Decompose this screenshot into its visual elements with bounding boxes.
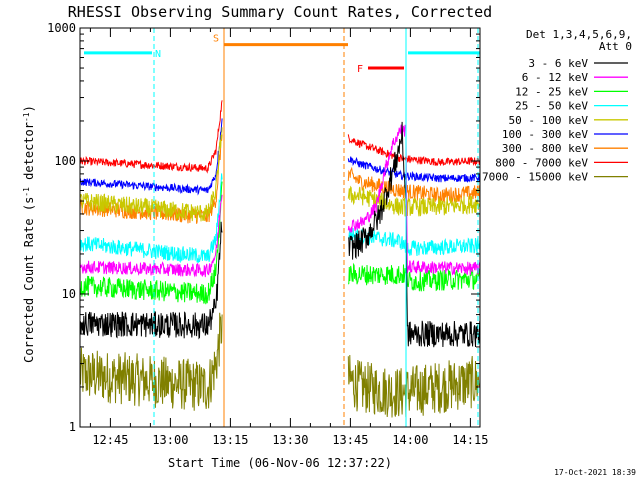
annotation-label-s: S [213,34,219,45]
annotation-label-n: N [155,49,161,60]
x-tick-label: 13:15 [212,433,248,447]
series-line-12-25-kev [80,181,480,305]
legend-label: 6 - 12 keV [522,71,589,84]
y-tick-label: 1 [69,420,76,434]
series-line-800-7000-kev [80,100,480,174]
x-axis-label: Start Time (06-Nov-06 12:37:22) [168,456,392,470]
x-tick-label: 13:00 [152,433,188,447]
legend-header-1: Det 1,3,4,5,6,9, [526,28,632,41]
legend-header-2: Att 0 [599,40,632,53]
x-tick-label: 13:30 [272,433,308,447]
plot-area: N S F 12:45 13:00 13:15 13:30 13:45 14:00 14:15 1 1… [47,21,488,447]
y-tick-label: 10 [62,287,76,301]
legend-label: 12 - 25 keV [515,85,588,98]
legend-label: 3 - 6 keV [528,57,588,70]
axis-frame [79,27,481,428]
legend-label: 800 - 7000 keV [495,156,588,169]
legend-label: 50 - 100 keV [509,114,589,127]
footer-date: 17-Oct-2021 18:39 [554,468,636,477]
y-tick-label: 100 [54,154,76,168]
y-tick-label: 1000 [47,21,76,35]
legend-label: 25 - 50 keV [515,100,588,113]
series-line-100-300-kev [80,118,480,196]
legend-label: 300 - 800 keV [502,142,588,155]
legend-label: 7000 - 15000 keV [482,171,588,184]
x-tick-label: 14:15 [452,433,488,447]
series-line-50-100-kev [80,127,480,222]
series-line-6-12-kev [80,124,480,278]
series-line-3-6-kev [80,121,480,348]
x-tick-label: 13:45 [332,433,368,447]
series-line-7000-15000-kev [80,312,480,418]
y-axis-label: Corrected Count Rate (s-1 detector-1) [22,105,37,363]
chart-title: RHESSI Observing Summary Count Rates, Co… [68,3,492,21]
legend-label: 100 - 300 keV [502,128,588,141]
x-tick-label: 12:45 [92,433,128,447]
series-traces [80,100,480,418]
annotation-label-f: F [357,64,363,75]
x-tick-label: 14:00 [392,433,428,447]
